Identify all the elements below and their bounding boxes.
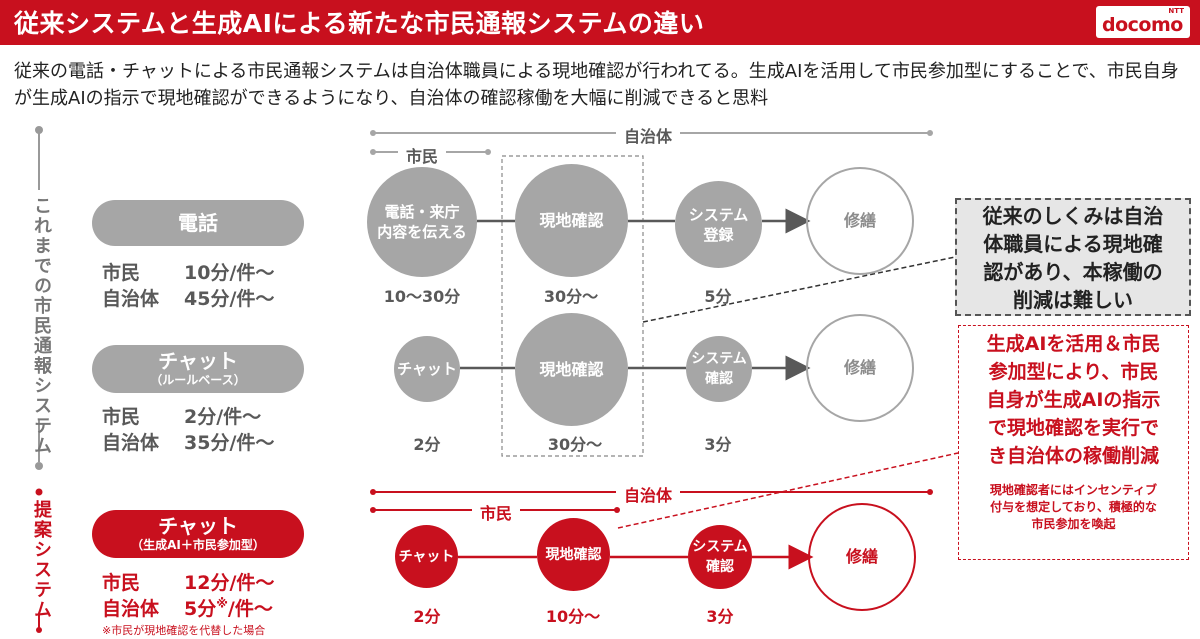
row2-step4-circle: 修繕 <box>806 314 914 422</box>
phone-pill: 電話 <box>92 200 304 246</box>
chat-subtitle: （ルールベース） <box>150 373 246 387</box>
ai-chat-citizen-metric: 市民 12分/件～ <box>102 572 275 594</box>
docomo-logo: NTT docomo <box>1096 6 1190 38</box>
row3-time2: 10分～ <box>545 607 601 626</box>
row2-step1-circle: チャット <box>394 336 460 402</box>
row1-time1: 10～30分 <box>383 287 461 306</box>
page-title: 従来システムと生成AIによる新たな市民通報システムの違い <box>14 9 705 38</box>
row3-time3: 3分 <box>706 607 734 626</box>
range-label-citizen-top: 市民 <box>398 143 447 167</box>
logo-ntt-text: NTT <box>1168 7 1184 15</box>
row3-step4-circle: 修繕 <box>808 503 916 611</box>
row1-step4-circle: 修繕 <box>806 167 914 275</box>
chat-pill: チャット （ルールベース） <box>92 345 304 393</box>
phone-title: 電話 <box>178 211 218 235</box>
proposed-system-label: 提案システム <box>31 500 52 620</box>
row3-step3-circle: システム 確認 <box>688 525 752 589</box>
row1-time3: 5分 <box>704 287 732 306</box>
row2-step3-circle: システム 確認 <box>686 336 752 402</box>
chat-title: チャット <box>158 349 238 373</box>
chat-gov-metric: 自治体 35分/件～ <box>102 432 275 454</box>
range-label-gov-top: 自治体 <box>616 123 681 147</box>
row1-time2: 30分～ <box>543 287 599 306</box>
header-bar <box>0 0 1200 45</box>
row3-step2-circle: 現地確認 <box>537 518 610 591</box>
row2-time3: 3分 <box>704 435 732 454</box>
ai-chat-subtitle: （生成AI＋市民参加型） <box>131 538 265 552</box>
ai-chat-pill: チャット （生成AI＋市民参加型） <box>92 510 304 558</box>
row2-step2-circle: 現地確認 <box>515 313 628 426</box>
callout-existing: 従来のしくみは自治 体職員による現地確 認があり、本稼働の 削減は難しい <box>955 198 1191 316</box>
phone-citizen-metric: 市民 10分/件～ <box>102 262 275 284</box>
logo-text: docomo <box>1102 14 1183 36</box>
chat-citizen-metric: 市民 2分/件～ <box>102 406 262 428</box>
row2-time2: 30分～ <box>547 435 603 454</box>
row3-time1: 2分 <box>413 607 441 626</box>
range-label-gov-proposed: 自治体 <box>616 482 681 506</box>
ai-chat-gov-metric: 自治体 5分※/件～ <box>102 596 273 620</box>
row1-step2-circle: 現地確認 <box>515 164 628 277</box>
callout-proposed: 生成AIを活用＆市民 参加型により、市民 自身が生成AIの指示 で現地確認を実行… <box>958 325 1189 560</box>
ai-chat-title: チャット <box>158 514 238 538</box>
ai-chat-footnote: ※市民が現地確認を代替した場合 <box>102 624 266 637</box>
row3-step1-circle: チャット <box>395 525 458 588</box>
row1-step3-circle: システム 登録 <box>675 181 762 268</box>
range-label-citizen-proposed: 市民 <box>472 500 521 524</box>
intro-text: 従来の電話・チャットによる市民通報システムは自治体職員による現地確認が行われてる… <box>14 61 1179 109</box>
row1-step1-circle: 電話・来庁 内容を伝える <box>367 167 477 277</box>
phone-gov-metric: 自治体 45分/件～ <box>102 288 275 310</box>
existing-system-label: これまでの市民通報システム <box>31 196 52 456</box>
row2-time1: 2分 <box>413 435 441 454</box>
